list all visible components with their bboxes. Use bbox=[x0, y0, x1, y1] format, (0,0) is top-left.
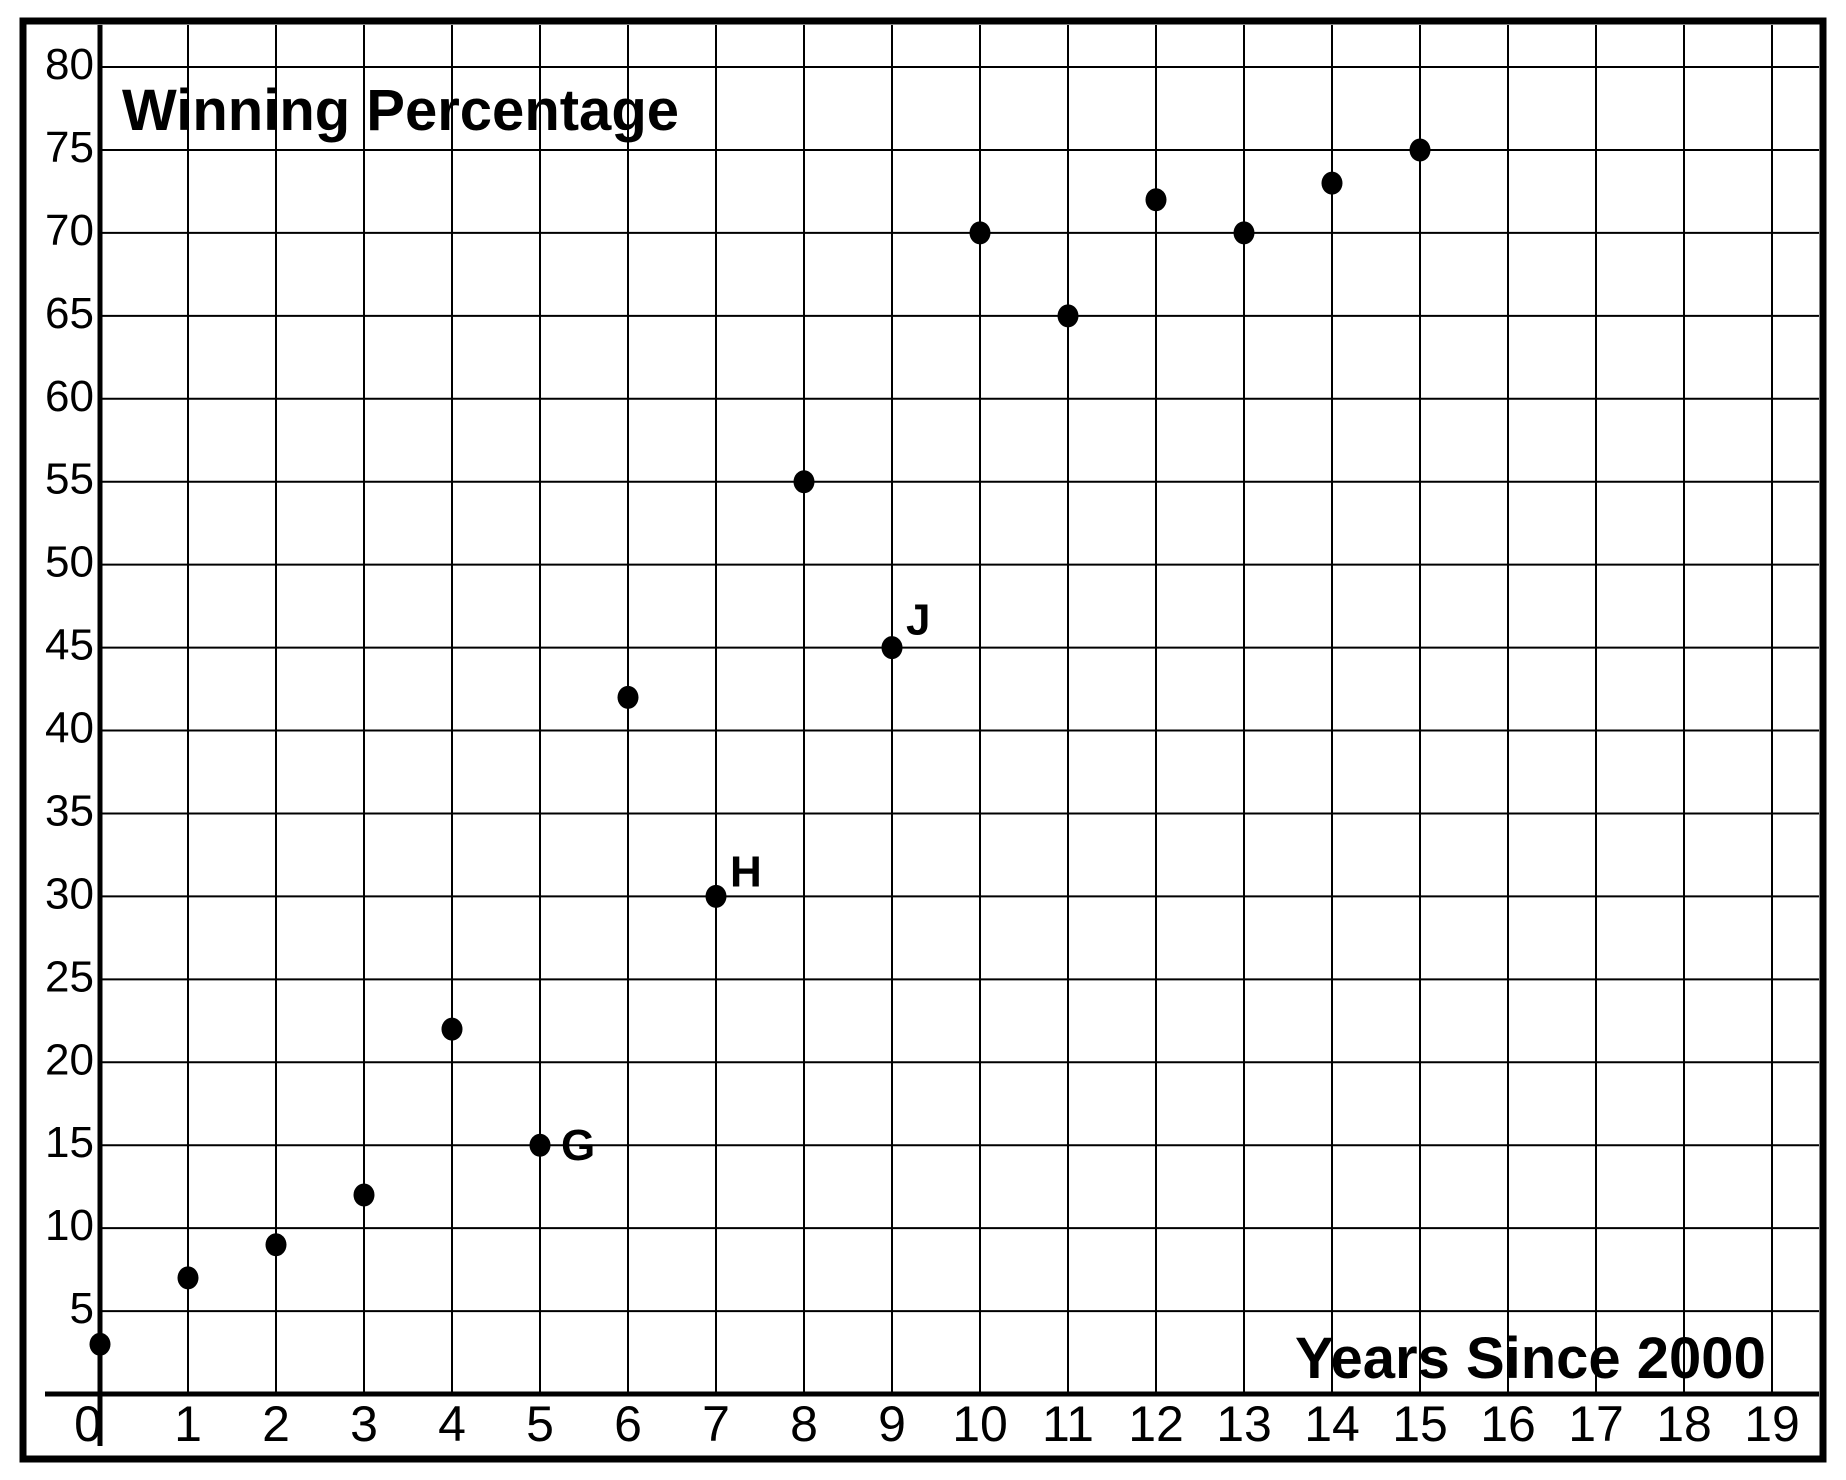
x-tick-label: 13 bbox=[1216, 1396, 1272, 1452]
y-tick-label: 45 bbox=[45, 621, 94, 670]
x-tick-label: 9 bbox=[878, 1396, 906, 1452]
data-point bbox=[89, 1332, 111, 1356]
data-point bbox=[353, 1183, 375, 1207]
data-point bbox=[1233, 221, 1255, 245]
x-tick-label: 6 bbox=[614, 1396, 642, 1452]
x-tick-label: 1 bbox=[174, 1396, 202, 1452]
data-point bbox=[1321, 171, 1343, 195]
x-axis-label: Years Since 2000 bbox=[1295, 1326, 1766, 1391]
data-point bbox=[441, 1017, 463, 1041]
x-tick-label: 17 bbox=[1568, 1396, 1624, 1452]
y-tick-label: 5 bbox=[70, 1284, 94, 1333]
x-tick-label: 7 bbox=[702, 1396, 730, 1452]
gridlines bbox=[99, 25, 1819, 1394]
x-tick-label: 5 bbox=[526, 1396, 554, 1452]
x-tick-label: 8 bbox=[790, 1396, 818, 1452]
x-tick-label: 3 bbox=[350, 1396, 378, 1452]
data-point bbox=[177, 1266, 199, 1290]
x-tick-label: 11 bbox=[1042, 1396, 1094, 1452]
x-tick-label: 0 bbox=[74, 1396, 102, 1452]
tick-labels: 0 1 2 3 4 5 6 7 8 9 10 11 12 13 14 15 16 17 18 195101520253… bbox=[45, 40, 1800, 1452]
point-label-H: H bbox=[730, 847, 762, 896]
data-point bbox=[529, 1133, 551, 1157]
y-tick-label: 70 bbox=[45, 206, 94, 255]
y-tick-label: 50 bbox=[45, 538, 94, 587]
x-tick-label: 14 bbox=[1304, 1396, 1360, 1452]
y-tick-label: 40 bbox=[45, 704, 94, 753]
y-tick-label: 30 bbox=[45, 869, 94, 918]
data-point bbox=[881, 636, 903, 660]
point-label-J: J bbox=[906, 596, 930, 645]
x-tick-label: 10 bbox=[952, 1396, 1008, 1452]
x-tick-label: 18 bbox=[1656, 1396, 1712, 1452]
axes bbox=[45, 25, 1819, 1446]
y-tick-label: 25 bbox=[45, 952, 94, 1001]
data-point bbox=[1409, 138, 1431, 162]
data-point bbox=[265, 1233, 287, 1257]
data-point bbox=[793, 470, 815, 494]
y-tick-label: 60 bbox=[45, 372, 94, 421]
y-tick-label: 15 bbox=[45, 1118, 94, 1167]
x-tick-label: 15 bbox=[1392, 1396, 1448, 1452]
data-point bbox=[1057, 304, 1079, 328]
data-point bbox=[617, 685, 639, 709]
y-tick-label: 65 bbox=[45, 289, 94, 338]
x-tick-label: 19 bbox=[1744, 1396, 1800, 1452]
chart-title: Winning Percentage bbox=[122, 78, 679, 143]
y-tick-label: 35 bbox=[45, 786, 94, 835]
x-tick-label: 4 bbox=[438, 1396, 466, 1452]
point-label-G: G bbox=[561, 1121, 595, 1170]
data-point bbox=[1145, 188, 1167, 212]
x-tick-label: 2 bbox=[262, 1396, 290, 1452]
y-tick-label: 20 bbox=[45, 1035, 94, 1084]
data-point bbox=[969, 221, 991, 245]
x-tick-label: 16 bbox=[1480, 1396, 1536, 1452]
data-point bbox=[705, 884, 727, 908]
x-tick-label: 12 bbox=[1128, 1396, 1184, 1452]
data-points: G H J bbox=[89, 138, 1431, 1356]
chart-frame bbox=[19, 17, 1827, 1463]
y-tick-label: 75 bbox=[45, 123, 94, 172]
y-tick-label: 55 bbox=[45, 455, 94, 504]
y-tick-label: 10 bbox=[45, 1201, 94, 1250]
y-tick-label: 80 bbox=[45, 40, 94, 89]
